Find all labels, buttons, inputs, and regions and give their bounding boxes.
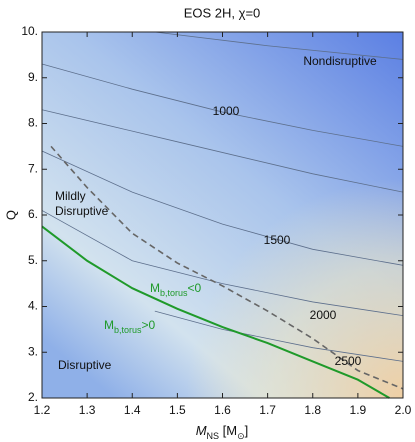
contour-line: [41, 210, 404, 317]
x-tick-label: 2.0: [395, 403, 412, 417]
contour-line: [41, 150, 404, 266]
annotation-part: b,torus: [160, 288, 188, 298]
contour-line: [154, 310, 404, 362]
x-tick-label: 1.4: [124, 403, 141, 417]
x-axis-label-part: [M: [219, 423, 237, 438]
annotation-part: M: [104, 318, 114, 332]
x-axis-label-part: ]: [245, 423, 249, 438]
contour-line: [41, 109, 404, 193]
annotation-part: >0: [142, 318, 156, 332]
y-tick-label: 3.: [28, 344, 38, 358]
contour-line: [41, 225, 390, 399]
x-tick-label: 1.3: [79, 403, 96, 417]
chart-title: EOS 2H, χ=0: [184, 5, 261, 20]
x-axis-label-part: NS: [207, 431, 220, 441]
annotation: 2000: [310, 308, 337, 322]
y-tick-label: 7.: [28, 161, 38, 175]
y-tick-label: 6.: [28, 207, 38, 221]
y-tick-label: 5.: [28, 253, 38, 267]
annotation-part: b,torus: [114, 325, 142, 335]
contour-line: [41, 63, 404, 147]
annotation: 2500: [335, 354, 362, 368]
y-tick-label: 2.: [28, 390, 38, 404]
y-tick-label: 8.: [28, 116, 38, 130]
contour-line: [154, 31, 404, 60]
annotation: Nondisruptive: [303, 54, 377, 68]
x-tick-label: 1.6: [214, 403, 231, 417]
annotation-part: <0: [188, 281, 202, 295]
x-tick-label: 1.5: [169, 403, 186, 417]
annotation: Disruptive: [58, 358, 112, 372]
annotation: 1500: [264, 233, 291, 247]
annotation: Mildly: [55, 189, 86, 203]
annotation: 1000: [213, 104, 240, 118]
x-tick-label: 1.7: [259, 403, 276, 417]
x-axis-label-part: ⊙: [237, 431, 245, 441]
x-tick-label: 1.2: [34, 403, 51, 417]
contour-line: [50, 145, 404, 390]
annotation: Disruptive: [55, 204, 109, 218]
y-axis-label: Q: [3, 210, 18, 220]
annotation: Mb,torus<0: [150, 281, 202, 298]
annotation-part: M: [150, 281, 160, 295]
x-axis-label-part: M: [196, 423, 207, 438]
contour-fill: [42, 32, 403, 398]
y-tick-label: 4.: [28, 299, 38, 313]
y-tick-label: 10.: [21, 24, 38, 38]
y-tick-label: 9.: [28, 70, 38, 84]
annotation: Mb,torus>0: [104, 318, 156, 335]
x-axis-label: MNS [M⊙]: [196, 423, 249, 441]
x-tick-label: 1.9: [350, 403, 367, 417]
x-tick-label: 1.8: [304, 403, 321, 417]
